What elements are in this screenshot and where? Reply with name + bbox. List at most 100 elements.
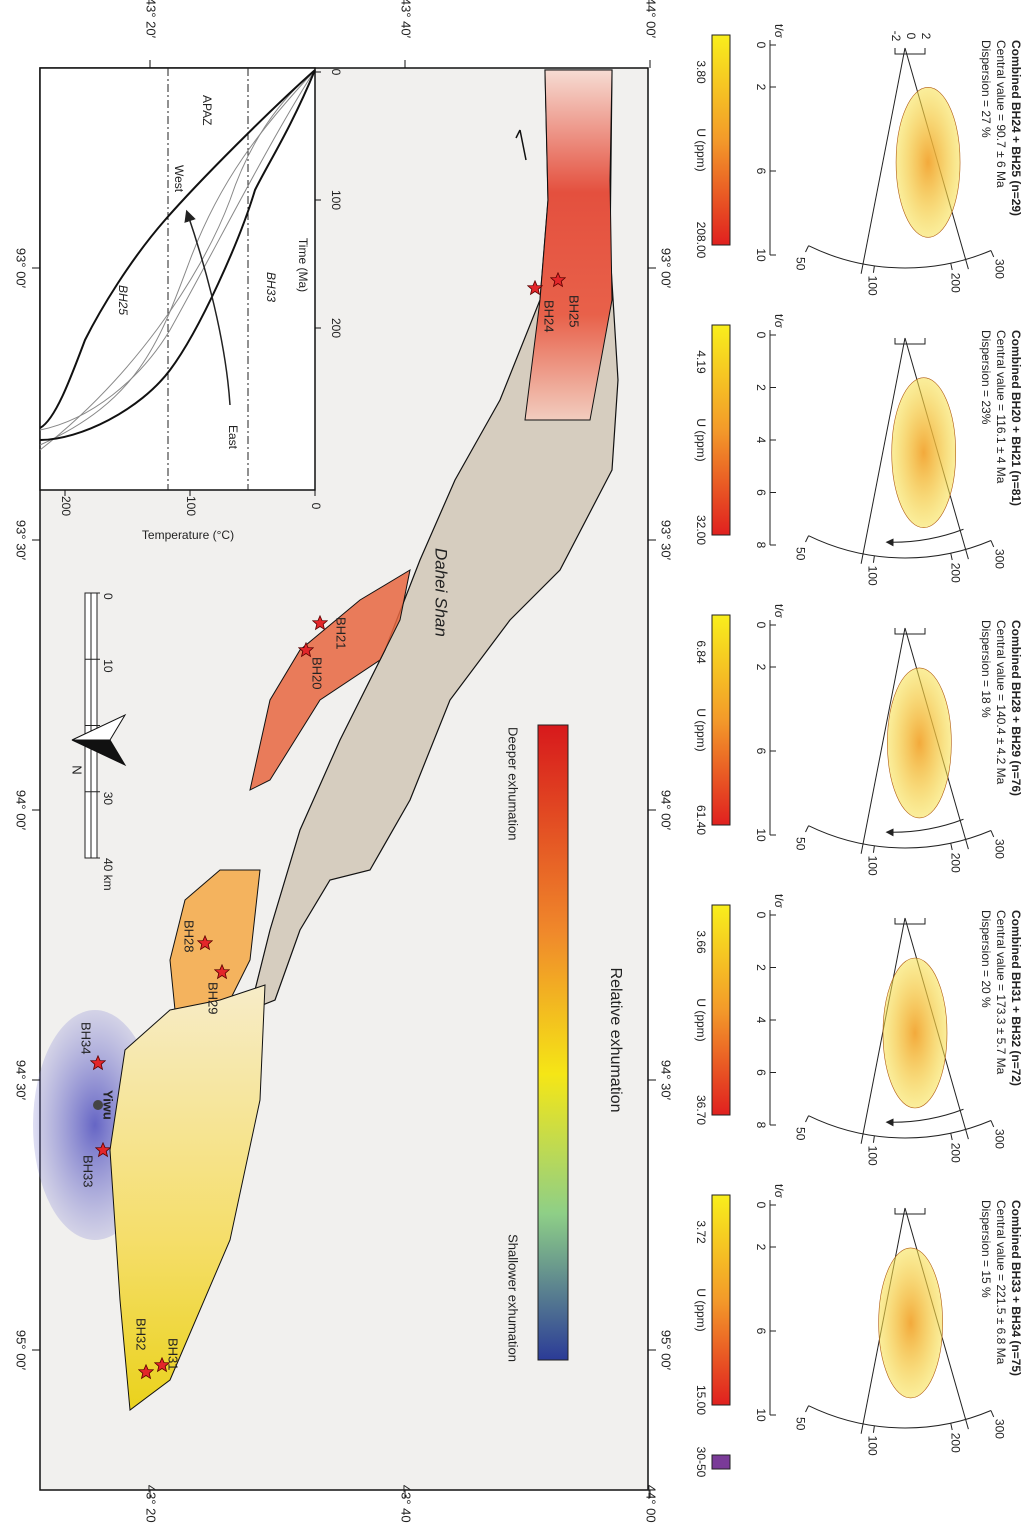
latitude-label: 43° 40′	[399, 0, 414, 39]
age-tick-label: 300	[993, 1129, 1007, 1149]
t-tick-label: 2	[754, 1244, 768, 1251]
longitude-label: 93° 30′	[659, 520, 674, 561]
t-tick-label: 6	[754, 489, 768, 496]
u-colorbar-label: U (ppm)	[694, 128, 708, 171]
age-tick	[805, 536, 808, 542]
age-tick	[951, 553, 952, 560]
sigma-scale-label: -2	[889, 31, 903, 42]
radial-dispersion: Dispersion = 20 %	[979, 910, 993, 1008]
sample-label: BH28	[182, 920, 197, 953]
radial-title: Combined BH28 + BH29 (n=76)	[1009, 620, 1023, 796]
radial-central-value: Central value = 173.3 ± 5.7 Ma	[994, 910, 1008, 1075]
sample-label: BH32	[134, 1318, 149, 1351]
radial-title: Combined BH33 + BH34 (n=75)	[1009, 1200, 1023, 1376]
north-label: N	[70, 765, 85, 774]
age-tick-label: 200	[949, 1143, 963, 1163]
x-tick-label: 0	[329, 69, 343, 76]
u-colorbar-max: 32.00	[694, 515, 708, 545]
age-tick-label: 200	[949, 1433, 963, 1453]
age-tick-label: 300	[993, 1419, 1007, 1439]
u-colorbar-extra-label: 30-50	[694, 1447, 708, 1478]
sigma-label: t/σ	[772, 1184, 786, 1199]
longitude-label: 93° 00′	[14, 248, 29, 289]
radial-dispersion: Dispersion = 27 %	[979, 40, 993, 138]
age-tick	[805, 826, 808, 832]
t-tick-label: 2	[754, 664, 768, 671]
sample-label: BH33	[81, 1155, 96, 1188]
age-tick	[873, 846, 874, 853]
legend-deeper: Deeper exhumation	[506, 727, 521, 840]
radial-plot: Combined BH33 + BH34 (n=75)Central value…	[694, 1184, 1023, 1478]
radial-title: Combined BH24 + BH25 (n=29)	[1009, 40, 1023, 216]
u-colorbar-label: U (ppm)	[694, 1288, 708, 1331]
scale-label: 40 km	[101, 858, 115, 891]
curve-label: BH33	[264, 272, 278, 302]
sigma-label: t/σ	[772, 604, 786, 619]
latitude-label: 44° 00′	[644, 1485, 659, 1523]
t-tick-label: 6	[754, 1069, 768, 1076]
longitude-label: 94° 00′	[14, 790, 29, 831]
sigma-label: t/σ	[772, 24, 786, 39]
age-tick	[873, 266, 874, 273]
u-colorbar-max: 208.00	[694, 222, 708, 259]
point-cloud	[896, 87, 960, 237]
age-tick	[873, 1426, 874, 1433]
page: Dahei Shan BH25 BH24 BH21 BH20 BH28 BH29…	[0, 0, 1027, 1523]
apaz-label: APAZ	[200, 95, 214, 125]
age-tick-label: 100	[865, 1436, 879, 1456]
point-cloud	[879, 1248, 943, 1398]
rotation-arrow	[887, 529, 963, 542]
u-colorbar-label: U (ppm)	[694, 998, 708, 1041]
age-tick	[873, 1136, 874, 1143]
point-cloud	[883, 958, 947, 1108]
age-arc	[809, 536, 991, 558]
u-colorbar-extra	[712, 1455, 730, 1469]
u-colorbar-min: 3.72	[694, 1220, 708, 1244]
t-tick-label: 8	[754, 542, 768, 549]
t-tick-label: 6	[754, 168, 768, 175]
longitude-label: 93° 00′	[659, 248, 674, 289]
age-tick-label: 200	[949, 853, 963, 873]
age-tick-label: 50	[794, 1127, 808, 1141]
sample-label: BH34	[79, 1022, 94, 1055]
radial-plot: Combined BH28 + BH29 (n=76)Central value…	[694, 604, 1023, 876]
t-tick-label: 2	[754, 964, 768, 971]
point-cloud	[892, 378, 956, 528]
u-colorbar	[712, 615, 730, 825]
age-tick-label: 100	[865, 1146, 879, 1166]
sigma-label: t/σ	[772, 314, 786, 329]
longitude-label: 95° 00′	[659, 1330, 674, 1371]
age-tick	[805, 1116, 808, 1122]
u-colorbar-min: 3.66	[694, 930, 708, 954]
u-colorbar	[712, 1195, 730, 1405]
sample-label: BH21	[334, 617, 349, 650]
age-tick-label: 300	[993, 549, 1007, 569]
rotation-arrow	[887, 1109, 963, 1122]
sigma-bracket	[895, 338, 925, 344]
t-tick-label: 0	[754, 332, 768, 339]
range-label: Dahei Shan	[432, 548, 451, 637]
u-colorbar-min: 6.84	[694, 640, 708, 664]
t-tick-label: 10	[754, 1408, 768, 1422]
town-label: Yiwu	[101, 1090, 116, 1120]
t-tick-label: 0	[754, 912, 768, 919]
y-tick-label: 100	[184, 496, 198, 516]
age-tick-label: 300	[993, 839, 1007, 859]
sigma-scale-label: 0	[904, 33, 918, 40]
latitude-label: 43° 20′	[144, 0, 159, 39]
t-tick-label: 8	[754, 1122, 768, 1129]
sigma-label: t/σ	[772, 894, 786, 909]
age-tick	[991, 541, 994, 547]
point-cloud	[887, 668, 951, 818]
sigma-bracket	[895, 48, 925, 54]
t-tick-label: 4	[754, 437, 768, 444]
legend-shallower: Shallower exhumation	[506, 1234, 521, 1362]
t-tick-label: 0	[754, 42, 768, 49]
age-tick-label: 50	[794, 257, 808, 271]
east-label: East	[226, 425, 240, 450]
age-tick	[991, 831, 994, 837]
radial-plot: Combined BH24 + BH25 (n=29)Central value…	[694, 24, 1023, 296]
t-tick-label: 2	[754, 84, 768, 91]
age-tick	[805, 1406, 808, 1412]
scale-label: 10	[101, 659, 115, 673]
